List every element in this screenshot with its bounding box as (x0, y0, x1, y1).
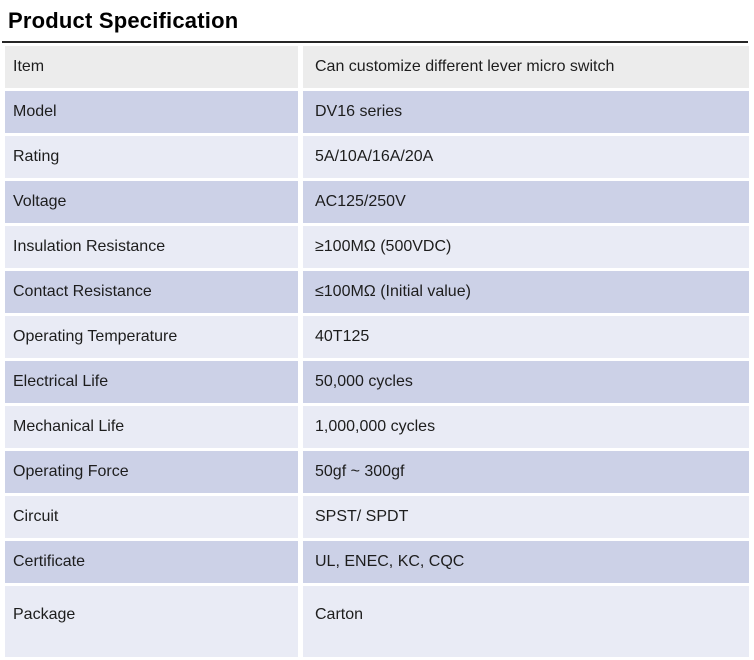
table-row: Electrical Life 50,000 cycles (5, 361, 749, 403)
table-row: Voltage AC125/250V (5, 181, 749, 223)
spec-item-value: 1,000,000 cycles (303, 406, 749, 448)
spec-item-value: ≤100MΩ (Initial value) (303, 271, 749, 313)
spec-table: Item Can customize different lever micro… (0, 43, 754, 660)
table-row: Certificate UL, ENEC, KC, CQC (5, 541, 749, 583)
spec-item-label: Contact Resistance (5, 271, 298, 313)
spec-item-value: Carton (303, 586, 749, 657)
spec-item-label: Rating (5, 136, 298, 178)
spec-item-value: 50,000 cycles (303, 361, 749, 403)
spec-item-value: 40T125 (303, 316, 749, 358)
table-row: Insulation Resistance ≥100MΩ (500VDC) (5, 226, 749, 268)
spec-item-label: Certificate (5, 541, 298, 583)
table-row: Model DV16 series (5, 91, 749, 133)
spec-item-label: Electrical Life (5, 361, 298, 403)
table-row: Mechanical Life 1,000,000 cycles (5, 406, 749, 448)
page-header: Product Specification (2, 7, 748, 43)
spec-item-value: 50gf ~ 300gf (303, 451, 749, 493)
spec-item-label: Package (5, 586, 298, 657)
spec-item-value: Can customize different lever micro swit… (303, 46, 749, 88)
table-row: Package Carton (5, 586, 749, 657)
spec-item-value: 5A/10A/16A/20A (303, 136, 749, 178)
spec-item-value: SPST/ SPDT (303, 496, 749, 538)
spec-item-value: DV16 series (303, 91, 749, 133)
spec-item-label: Voltage (5, 181, 298, 223)
spec-item-label: Model (5, 91, 298, 133)
table-row: Operating Force 50gf ~ 300gf (5, 451, 749, 493)
table-row: Item Can customize different lever micro… (5, 46, 749, 88)
table-row: Circuit SPST/ SPDT (5, 496, 749, 538)
spec-item-label: Operating Force (5, 451, 298, 493)
spec-item-value: ≥100MΩ (500VDC) (303, 226, 749, 268)
spec-table-body: Item Can customize different lever micro… (5, 46, 749, 657)
table-row: Contact Resistance ≤100MΩ (Initial value… (5, 271, 749, 313)
table-row: Rating 5A/10A/16A/20A (5, 136, 749, 178)
table-row: Operating Temperature 40T125 (5, 316, 749, 358)
spec-item-value: UL, ENEC, KC, CQC (303, 541, 749, 583)
spec-item-label: Item (5, 46, 298, 88)
spec-item-label: Circuit (5, 496, 298, 538)
spec-item-label: Mechanical Life (5, 406, 298, 448)
spec-item-label: Operating Temperature (5, 316, 298, 358)
spec-item-label: Insulation Resistance (5, 226, 298, 268)
page-title: Product Specification (8, 8, 239, 33)
spec-item-value: AC125/250V (303, 181, 749, 223)
